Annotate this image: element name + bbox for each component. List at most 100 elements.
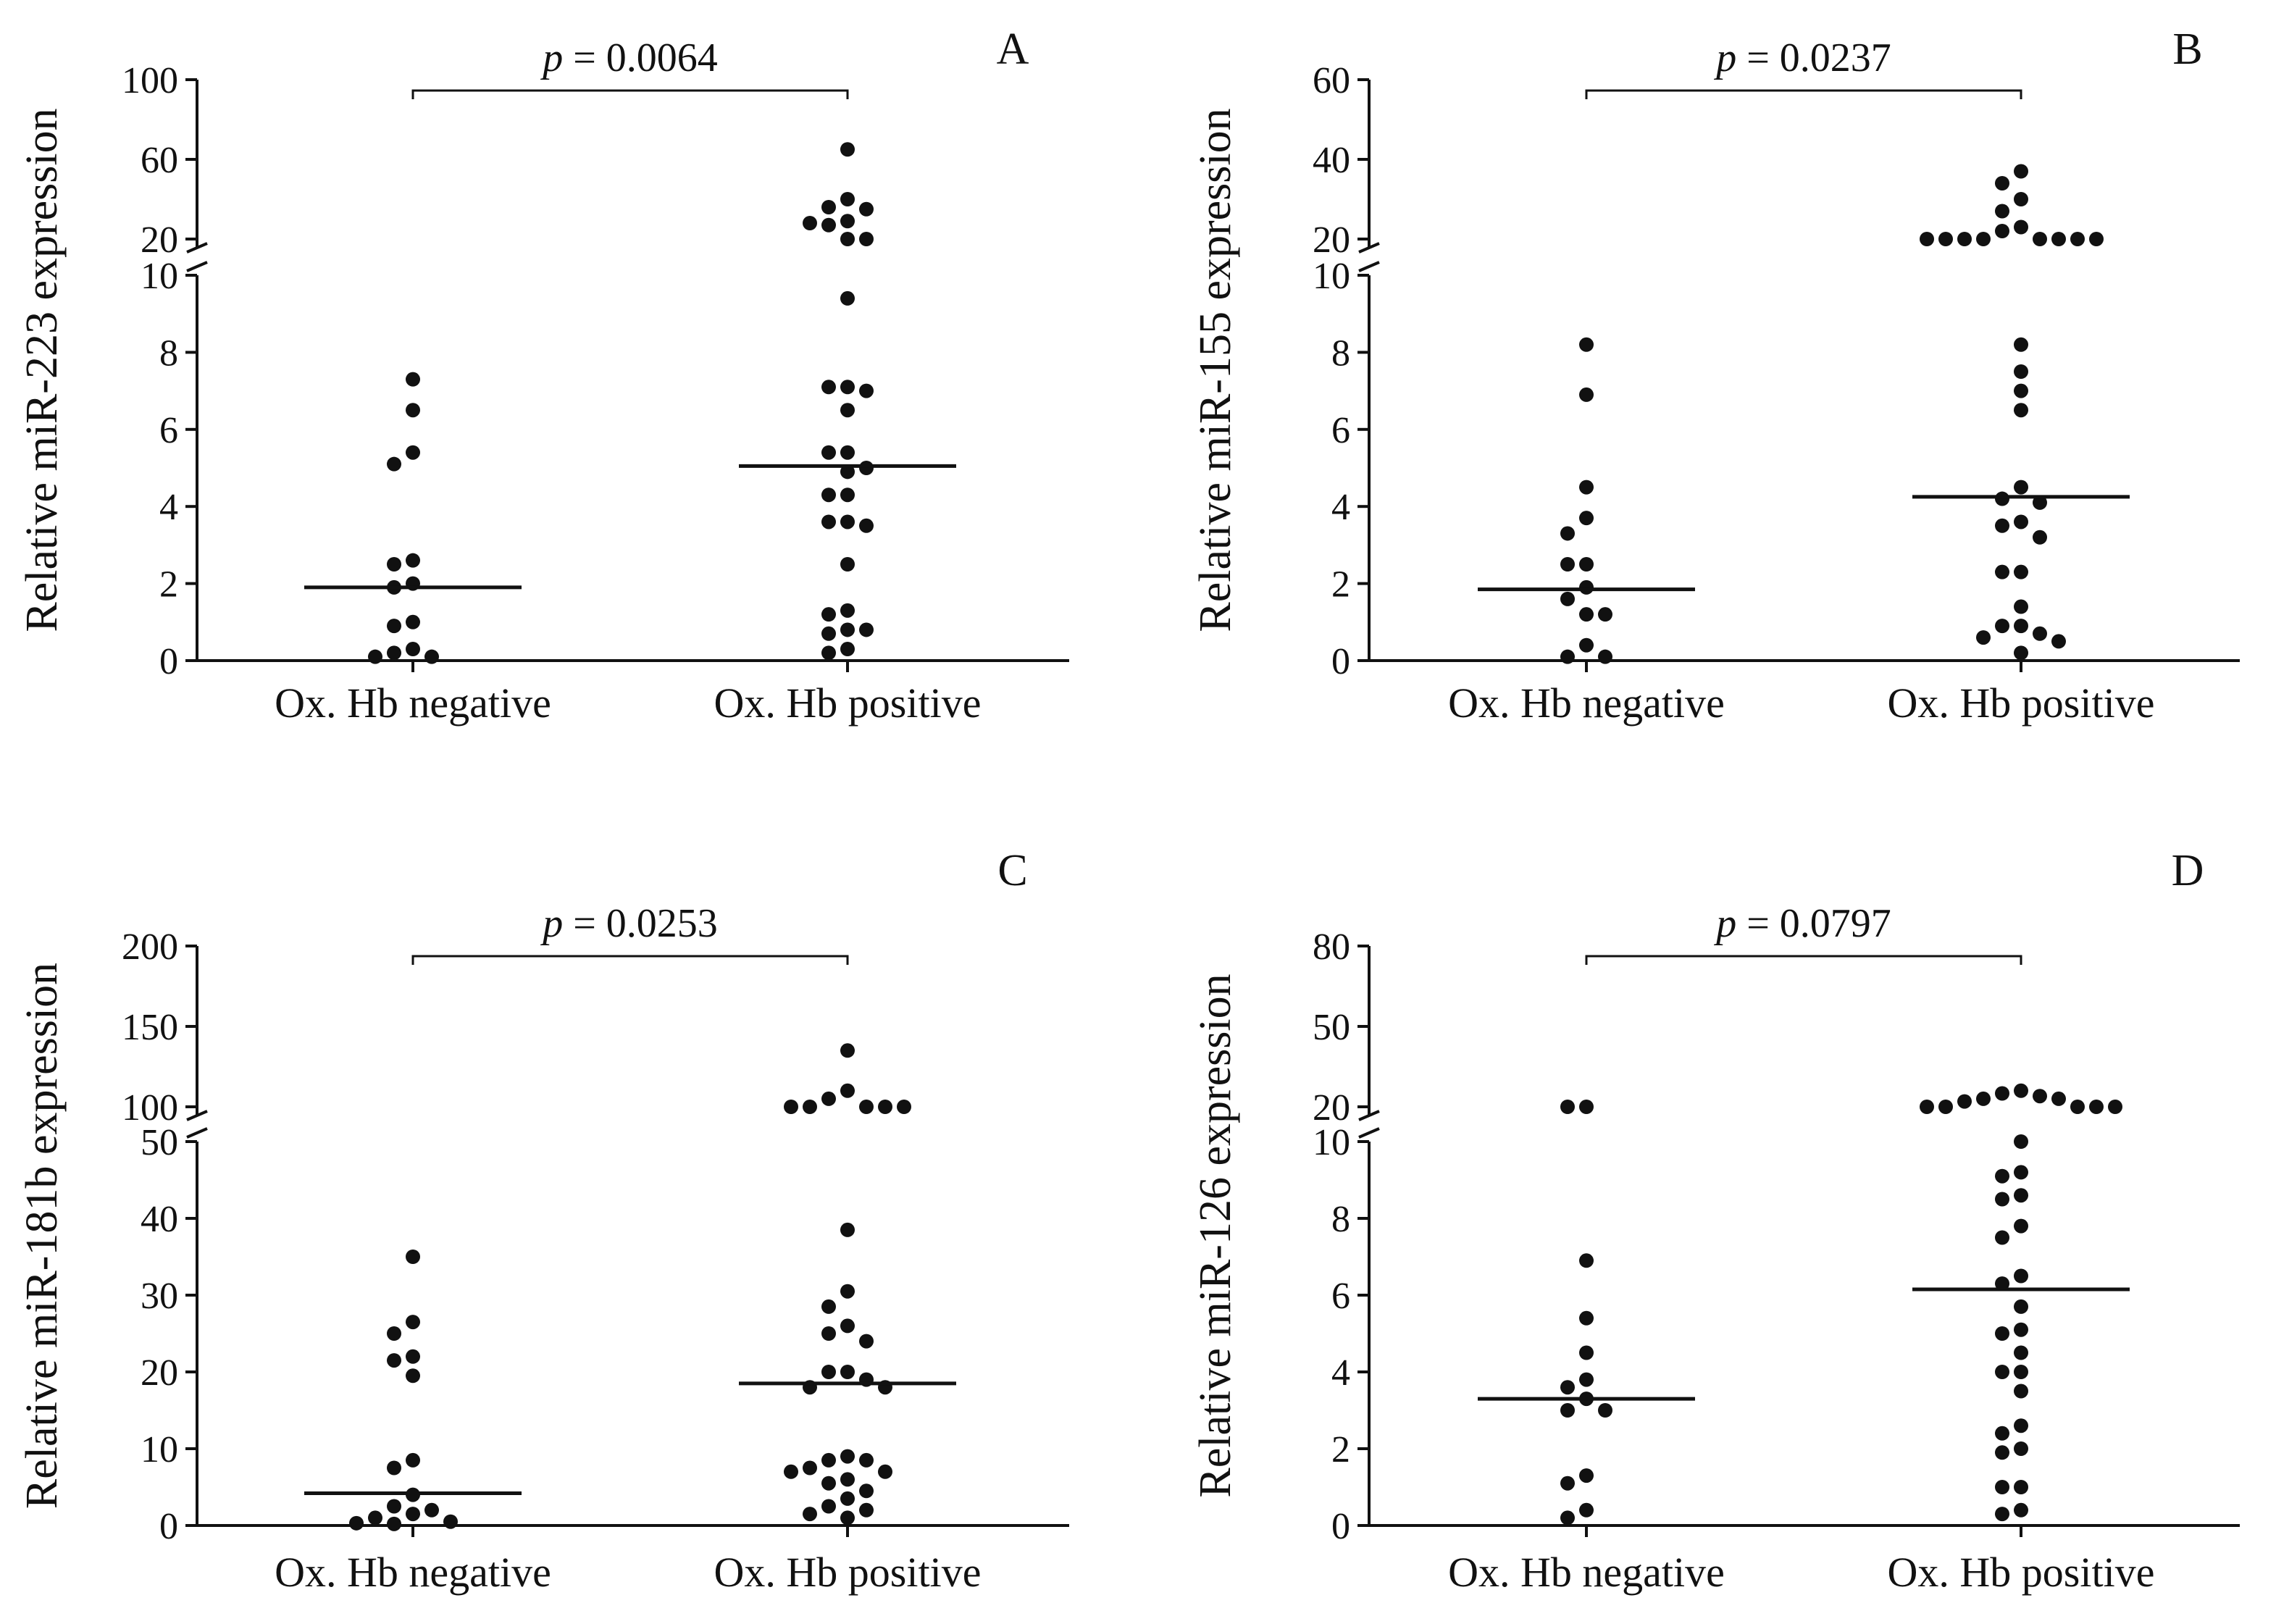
data-point (1579, 1345, 1594, 1360)
data-point (859, 518, 874, 533)
data-point (406, 642, 420, 657)
p-symbol: p (1713, 35, 1736, 80)
p-value: = 0.0064 (563, 35, 718, 80)
data-point (2014, 1345, 2028, 1360)
data-point (784, 1464, 798, 1479)
data-point (387, 1353, 401, 1368)
y-axis-label: Relative miR-223 expression (17, 108, 67, 632)
data-point (387, 456, 401, 472)
p-symbol: p (540, 901, 563, 946)
data-point (2014, 645, 2028, 661)
y-tick-label: 6 (1331, 410, 1350, 451)
axis-break-mark (1358, 1110, 1380, 1121)
data-point (821, 1091, 836, 1106)
data-point (840, 1472, 855, 1487)
y-tick-label: 8 (159, 332, 178, 374)
data-point (2014, 514, 2028, 530)
data-point (1976, 1091, 1991, 1106)
y-tick-label: 6 (1331, 1276, 1350, 1317)
data-point (387, 1326, 401, 1341)
p-value: = 0.0237 (1736, 35, 1891, 80)
data-point (2033, 1089, 2047, 1104)
y-tick-label: 4 (1331, 487, 1350, 528)
data-point (803, 1100, 817, 1114)
data-point (1995, 619, 2009, 634)
data-point (406, 614, 420, 629)
significance-bracket (1585, 955, 2022, 965)
data-point (840, 232, 855, 246)
data-point (387, 645, 401, 661)
data-point (2014, 1165, 2028, 1180)
data-point (424, 1502, 439, 1518)
y-tick-label: 10 (141, 256, 178, 297)
significance-bracket (411, 955, 849, 965)
data-point (1579, 480, 1594, 495)
data-point (1938, 1100, 1953, 1114)
y-tick-label: 60 (141, 140, 178, 181)
y-tick-label: 150 (122, 1007, 178, 1048)
data-point (1995, 1192, 2009, 1207)
data-point (406, 1315, 420, 1330)
data-point (349, 1515, 364, 1531)
y-tick-label: 200 (122, 926, 178, 968)
data-point (1560, 1476, 1575, 1491)
data-point (443, 1514, 458, 1529)
data-point (859, 622, 874, 637)
data-point (406, 553, 420, 568)
data-point (821, 217, 836, 233)
data-point (1995, 491, 2009, 506)
axis-break-mark (186, 1127, 208, 1139)
axis-break-mark (1358, 1127, 1380, 1139)
data-point (821, 445, 836, 460)
data-point (821, 514, 836, 530)
data-point (859, 1483, 874, 1499)
data-point (821, 1499, 836, 1514)
axis-break-mark (186, 261, 208, 272)
y-tick-label: 2 (1331, 564, 1350, 606)
data-point (840, 290, 855, 306)
y-tick-label: 2 (159, 564, 178, 606)
y-tick-label: 0 (1331, 641, 1350, 682)
data-point (1579, 1372, 1594, 1387)
x-category-label: Ox. Hb positive (714, 1549, 982, 1596)
data-point (840, 514, 855, 530)
data-point (840, 487, 855, 503)
data-point (821, 607, 836, 622)
p-value: = 0.0797 (1736, 901, 1891, 946)
data-point (840, 192, 855, 206)
data-point (803, 216, 817, 230)
data-point (1579, 607, 1594, 622)
data-point (387, 619, 401, 634)
data-point (840, 445, 855, 460)
y-tick-label: 40 (1313, 140, 1350, 181)
data-point (1995, 224, 2009, 238)
data-point (1920, 232, 1934, 246)
y-tick-label: 20 (141, 219, 178, 261)
data-point (2051, 232, 2066, 246)
data-point (1579, 1502, 1594, 1518)
axis-break-mark (1358, 242, 1380, 254)
data-point (406, 403, 420, 418)
y-tick-label: 60 (1313, 60, 1350, 101)
y-tick-label: 2 (1331, 1429, 1350, 1470)
data-point (2014, 192, 2028, 206)
data-point (1995, 204, 2009, 219)
data-point (1938, 232, 1953, 246)
data-point (1995, 1086, 2009, 1101)
data-point (406, 372, 420, 387)
data-point (2014, 1502, 2028, 1518)
y-tick-label: 50 (141, 1122, 178, 1163)
y-tick-label: 30 (141, 1276, 178, 1317)
x-category-label: Ox. Hb negative (1448, 1549, 1725, 1596)
data-point (821, 1476, 836, 1491)
x-category-label: Ox. Hb positive (1888, 679, 2155, 727)
y-tick-label: 10 (1313, 256, 1350, 297)
data-point (2033, 626, 2047, 641)
y-tick-label: 0 (1331, 1506, 1350, 1547)
data-point (840, 464, 855, 480)
data-point (1976, 232, 1991, 246)
data-point (1579, 1100, 1594, 1114)
y-axis-label: Relative miR-155 expression (1191, 108, 1240, 632)
